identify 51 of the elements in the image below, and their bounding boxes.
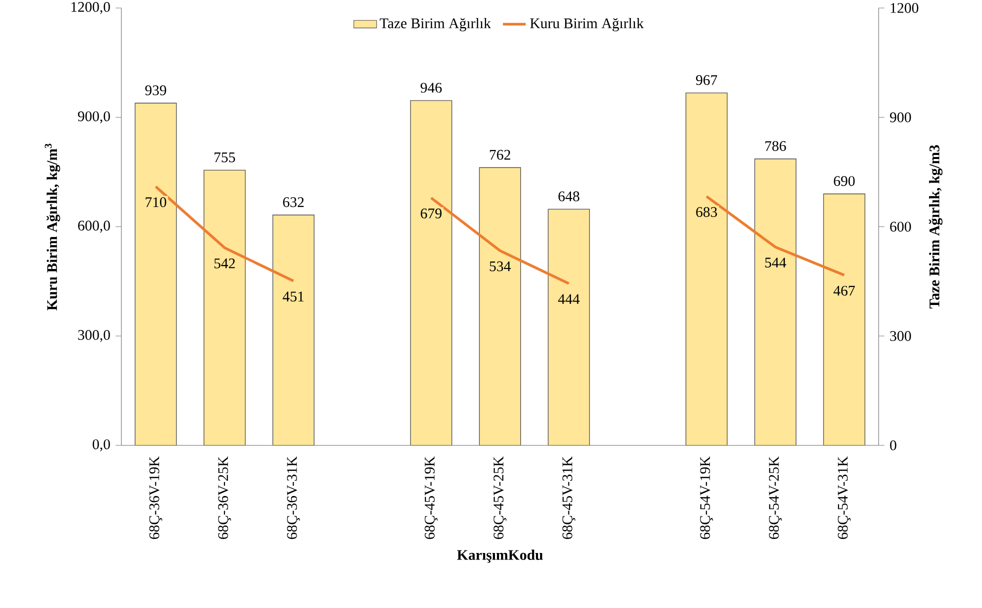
y-tick-label: 900,0 bbox=[78, 111, 110, 124]
data-label: 967 bbox=[696, 75, 718, 86]
data-label: 542 bbox=[214, 258, 235, 268]
data-label: 755 bbox=[214, 152, 236, 162]
bar bbox=[272, 214, 314, 446]
bar bbox=[686, 92, 728, 446]
x-tick-label: 68Ç-54V-19K bbox=[700, 456, 713, 539]
x-tick-label: 68Ç-45V-31K bbox=[562, 456, 576, 539]
bar bbox=[548, 208, 590, 446]
y-tick-label: 600,0 bbox=[78, 220, 110, 233]
y-tick-label: 0,0 bbox=[92, 439, 110, 452]
x-tick-label: 68Ç-45V-25K bbox=[494, 456, 506, 539]
x-axis-title: KarışımKodu bbox=[457, 550, 543, 563]
x-tick-label: 68Ç-36V-31K bbox=[287, 456, 300, 539]
bar bbox=[410, 100, 452, 446]
data-label: 451 bbox=[282, 292, 304, 302]
bar bbox=[479, 167, 521, 446]
data-label: 710 bbox=[146, 197, 166, 208]
x-tick-label: 68Ç-36V-19K bbox=[149, 456, 162, 539]
data-label: 534 bbox=[490, 261, 511, 272]
x-tick-label: 68Ç-54V-25K bbox=[768, 456, 782, 539]
y2-tick-label: 1200 bbox=[890, 3, 918, 13]
x-tick-label: 68Ç-36V-25K bbox=[218, 456, 232, 539]
bar bbox=[204, 170, 246, 446]
x-tick-label: 68Ç-45V-19K bbox=[424, 456, 438, 539]
data-label: 939 bbox=[145, 85, 166, 96]
data-label: 632 bbox=[283, 197, 304, 208]
data-label: 690 bbox=[834, 176, 855, 186]
x-tick-label: 68Ç-54V-31K bbox=[838, 456, 851, 539]
y2-tick-label: 0 bbox=[890, 440, 896, 450]
legend-label: Taze Birim Ağırlık bbox=[380, 18, 491, 32]
legend-label: Kuru Birim Ağırlık bbox=[530, 18, 644, 32]
y-tick-label: 300,0 bbox=[78, 330, 110, 342]
data-label: 648 bbox=[558, 191, 580, 202]
y2-tick-label: 900 bbox=[890, 112, 911, 122]
data-label: 679 bbox=[420, 208, 442, 218]
data-label: 467 bbox=[834, 286, 855, 296]
bar bbox=[754, 158, 796, 446]
y2-axis-title: Taze Birim Ağırlık, kg/m3 bbox=[928, 145, 942, 308]
y2-tick-label: 300 bbox=[890, 331, 911, 341]
data-label: 444 bbox=[558, 294, 580, 304]
data-label: 544 bbox=[765, 258, 786, 268]
bar bbox=[823, 194, 866, 446]
data-label: 683 bbox=[696, 207, 717, 217]
data-label: 786 bbox=[765, 141, 786, 151]
bar bbox=[134, 102, 177, 446]
y2-tick-label: 600 bbox=[890, 222, 911, 232]
y-axis-title: Kuru Birim Ağırlık, kg/m$^{3}$ bbox=[44, 144, 60, 310]
data-label: 762 bbox=[490, 150, 510, 160]
y-tick-label: 1200,0 bbox=[71, 2, 110, 14]
data-label: 946 bbox=[420, 82, 442, 93]
